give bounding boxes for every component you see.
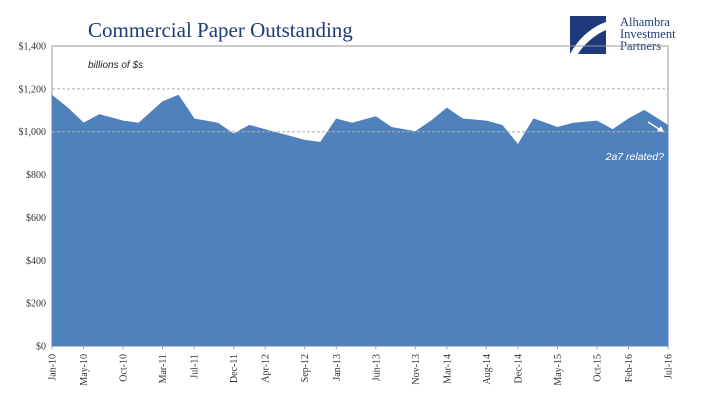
x-tick-label: Jan-13 xyxy=(332,354,343,381)
x-tick-label: Aug-14 xyxy=(482,354,493,385)
x-tick-label: Jan-10 xyxy=(48,354,59,381)
x-tick-label: Jul-11 xyxy=(190,354,201,379)
y-tick-label: $1,400 xyxy=(19,42,47,53)
y-tick-label: $800 xyxy=(26,170,46,181)
annotation-arrowhead xyxy=(657,126,664,132)
y-tick-label: $0 xyxy=(36,342,46,353)
x-tick-label: Feb-16 xyxy=(624,354,635,382)
y-tick-label: $200 xyxy=(26,299,46,310)
x-tick-label: May-10 xyxy=(79,354,90,386)
y-tick-label: $600 xyxy=(26,213,46,224)
logo-text: Alhambra Investment Partners xyxy=(620,15,676,53)
unit-label: billions of $s xyxy=(88,60,143,71)
x-tick-label: May-15 xyxy=(553,354,564,386)
y-tick-label: $1,000 xyxy=(19,127,47,138)
x-tick-label: Sep-12 xyxy=(300,354,311,382)
x-tick-label: Jun-13 xyxy=(371,354,382,381)
chart-title: Commercial Paper Outstanding xyxy=(88,18,353,42)
x-tick-label: Apr-12 xyxy=(261,354,272,383)
x-tick-label: Dec-11 xyxy=(229,354,240,383)
series-area xyxy=(51,94,669,347)
x-tick-label: Nov-13 xyxy=(411,354,422,385)
x-tick-label: Oct-10 xyxy=(119,354,130,382)
y-tick-label: $1,200 xyxy=(19,84,47,95)
x-tick-label: Oct-15 xyxy=(592,354,603,382)
x-tick-label: Jul-16 xyxy=(664,354,675,379)
x-tick-label: Mar-14 xyxy=(442,354,453,384)
annotation-text: 2a7 related? xyxy=(605,151,665,163)
y-tick-label: $400 xyxy=(26,256,46,267)
x-tick-label: Dec-14 xyxy=(513,354,524,383)
x-tick-label: Mar-11 xyxy=(158,354,169,383)
